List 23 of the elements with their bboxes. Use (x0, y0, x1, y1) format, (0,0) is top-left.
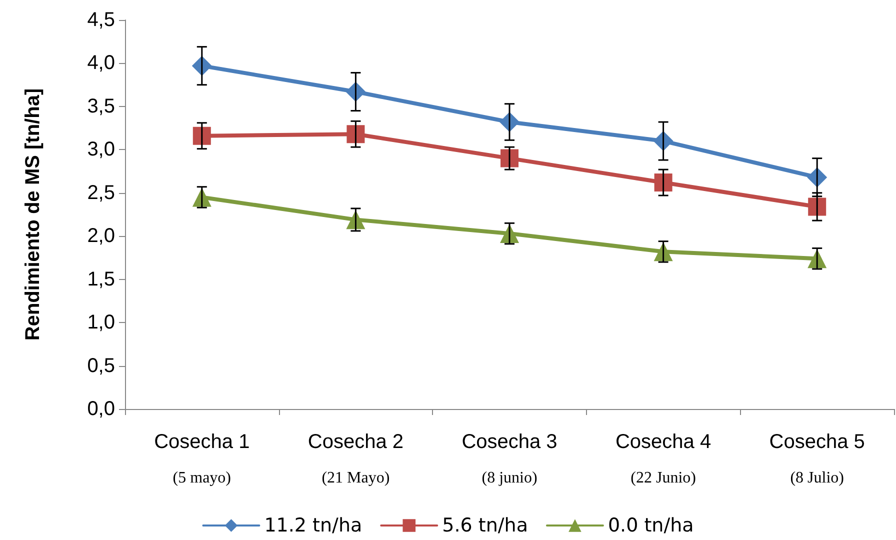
y-tick-label: 3,0 (87, 138, 115, 161)
y-tick-label: 1,0 (87, 312, 115, 334)
y-tick-label: 4,0 (87, 52, 115, 74)
y-axis-title: Rendimiento de MS [tn/ha] (22, 88, 44, 341)
legend-label: 0.0 tn/ha (608, 514, 694, 536)
y-tick-label: 0,5 (87, 354, 115, 377)
y-tick-label: 3,5 (87, 95, 115, 118)
x-tick-label: Cosecha 5 (8 Julio) (769, 431, 865, 486)
point (192, 126, 211, 145)
x-tick-label: Cosecha 1 (5 mayo) (154, 431, 250, 486)
y-tick-label: 2,5 (87, 182, 115, 204)
legend-label: 5.6 tn/ha (442, 514, 528, 536)
point (346, 125, 365, 144)
point (654, 174, 672, 192)
legend-label: 11.2 tn/ha (264, 514, 362, 536)
y-tick-label: 2,0 (87, 225, 115, 248)
point (500, 149, 518, 168)
x-tick-label: Cosecha 3 (8 junio) (462, 431, 558, 486)
y-tick-label: 1,5 (87, 268, 115, 290)
x-tick-label: Cosecha 4 (22 Junio) (615, 431, 712, 486)
x-tick-label: Cosecha 2 (21 Mayo) (308, 431, 404, 486)
y-tick-label: 4,5 (87, 9, 115, 31)
y-tick-label: 0,0 (87, 398, 115, 420)
